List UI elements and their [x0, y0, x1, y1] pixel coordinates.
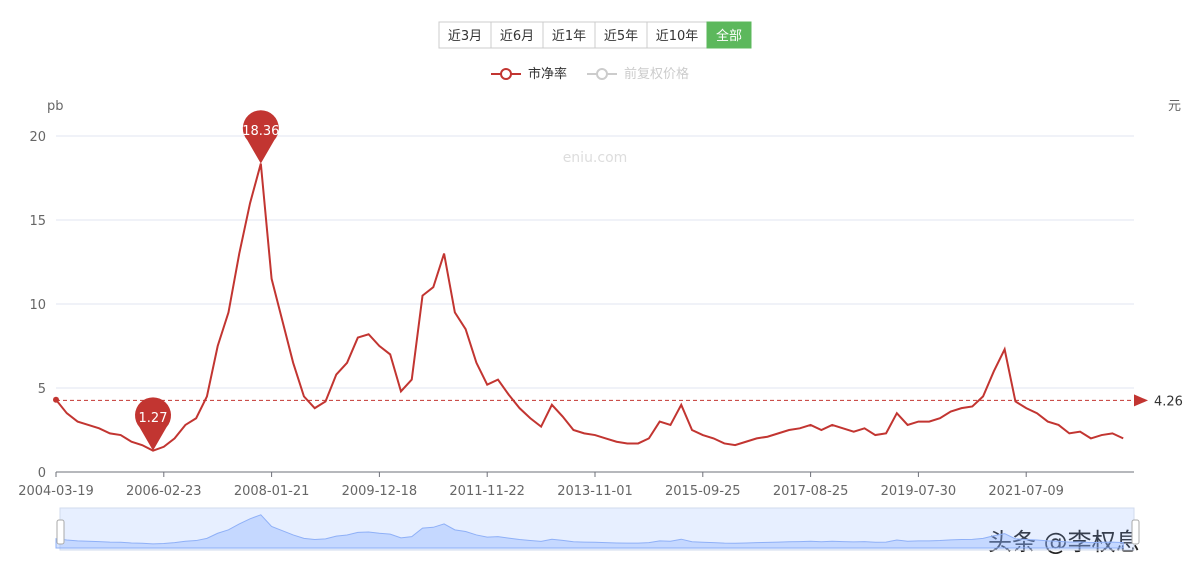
data-zoom-handle[interactable] — [56, 519, 65, 545]
x-tick-label: 2006-02-23 — [126, 484, 202, 499]
line — [55, 163, 1124, 452]
x-tick-label: 2011-11-22 — [449, 484, 525, 499]
legend-symbol — [596, 68, 608, 80]
watermark: eniu.com — [563, 150, 628, 166]
mark-line-arrow — [1134, 394, 1148, 407]
y-tick-label: 10 — [29, 298, 46, 313]
y-tick-label: 20 — [29, 130, 46, 145]
range-button-label: 近10年 — [656, 29, 699, 44]
pin — [242, 110, 279, 164]
y-tick-label: 15 — [29, 214, 46, 229]
range-button[interactable] — [438, 21, 492, 49]
y-tick-label: 0 — [38, 466, 46, 481]
pin-label: 18.36 — [242, 124, 279, 139]
point — [53, 396, 59, 403]
y2-axis-label: 元 — [1168, 99, 1181, 114]
range-button[interactable] — [542, 21, 596, 49]
range-button-label: 全部 — [716, 28, 742, 44]
data-zoom — [59, 507, 1135, 551]
x-tick-label: 2019-07-30 — [881, 484, 957, 499]
legend-label: 前复权价格 — [624, 66, 689, 82]
x-tick-label: 2013-11-01 — [557, 484, 633, 499]
range-button[interactable] — [490, 21, 544, 49]
y-tick-label: 5 — [38, 382, 46, 397]
data-zoom-handle[interactable] — [1131, 519, 1140, 545]
pin — [135, 397, 172, 451]
range-button-label: 近1年 — [552, 29, 586, 44]
y-axis-label: pb — [47, 99, 64, 114]
x-tick-label: 2021-07-09 — [988, 484, 1064, 499]
range-button[interactable] — [646, 21, 708, 49]
range-button-label: 近5年 — [604, 29, 638, 44]
x-tick-label: 2009-12-18 — [342, 484, 418, 499]
range-button-label: 近3月 — [448, 29, 482, 44]
mark-line-label: 4.26 — [1154, 394, 1183, 409]
pin-label: 1.27 — [139, 411, 168, 426]
x-tick-label: 2004-03-19 — [18, 484, 94, 499]
x-tick-label: 2015-09-25 — [665, 484, 741, 499]
data-zoom-area — [55, 514, 1124, 549]
legend-symbol — [500, 68, 512, 80]
x-tick-label: 2017-08-25 — [773, 484, 849, 499]
x-tick-label: 2008-01-21 — [234, 484, 310, 499]
range-button-label: 近6月 — [500, 29, 534, 44]
range-button[interactable] — [594, 21, 648, 49]
legend-label: 市净率 — [528, 66, 567, 82]
range-button[interactable] — [706, 21, 752, 49]
